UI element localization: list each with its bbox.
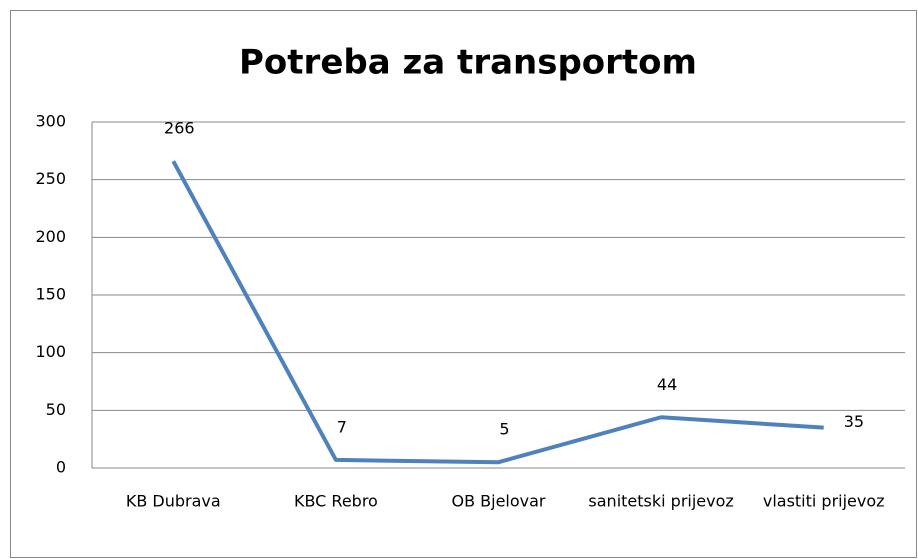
- line-series: [171, 160, 824, 465]
- y-tick-label: 100: [35, 342, 66, 361]
- chart-title: Potreba za transportom: [239, 43, 697, 83]
- x-tick-label: sanitetski prijevoz: [588, 492, 733, 511]
- y-tick-label: 200: [35, 227, 66, 246]
- y-tick-label: 50: [46, 400, 66, 419]
- x-tick-label: OB Bjelovar: [451, 492, 545, 511]
- data-label: 7: [337, 417, 347, 436]
- data-label: 35: [844, 412, 864, 431]
- y-tick-label: 150: [35, 285, 66, 304]
- y-tick-label: 300: [35, 112, 66, 131]
- x-tick-label: vlastiti prijevoz: [763, 492, 885, 511]
- chart-border: [10, 10, 917, 558]
- y-tick-label: 250: [35, 169, 66, 188]
- data-label: 5: [499, 420, 509, 439]
- data-label: 44: [657, 375, 677, 394]
- y-tick-label: 0: [56, 458, 66, 477]
- x-tick-label: KBC Rebro: [294, 492, 378, 511]
- x-tick-label: KB Dubrava: [126, 492, 221, 511]
- data-label: 266: [164, 119, 195, 138]
